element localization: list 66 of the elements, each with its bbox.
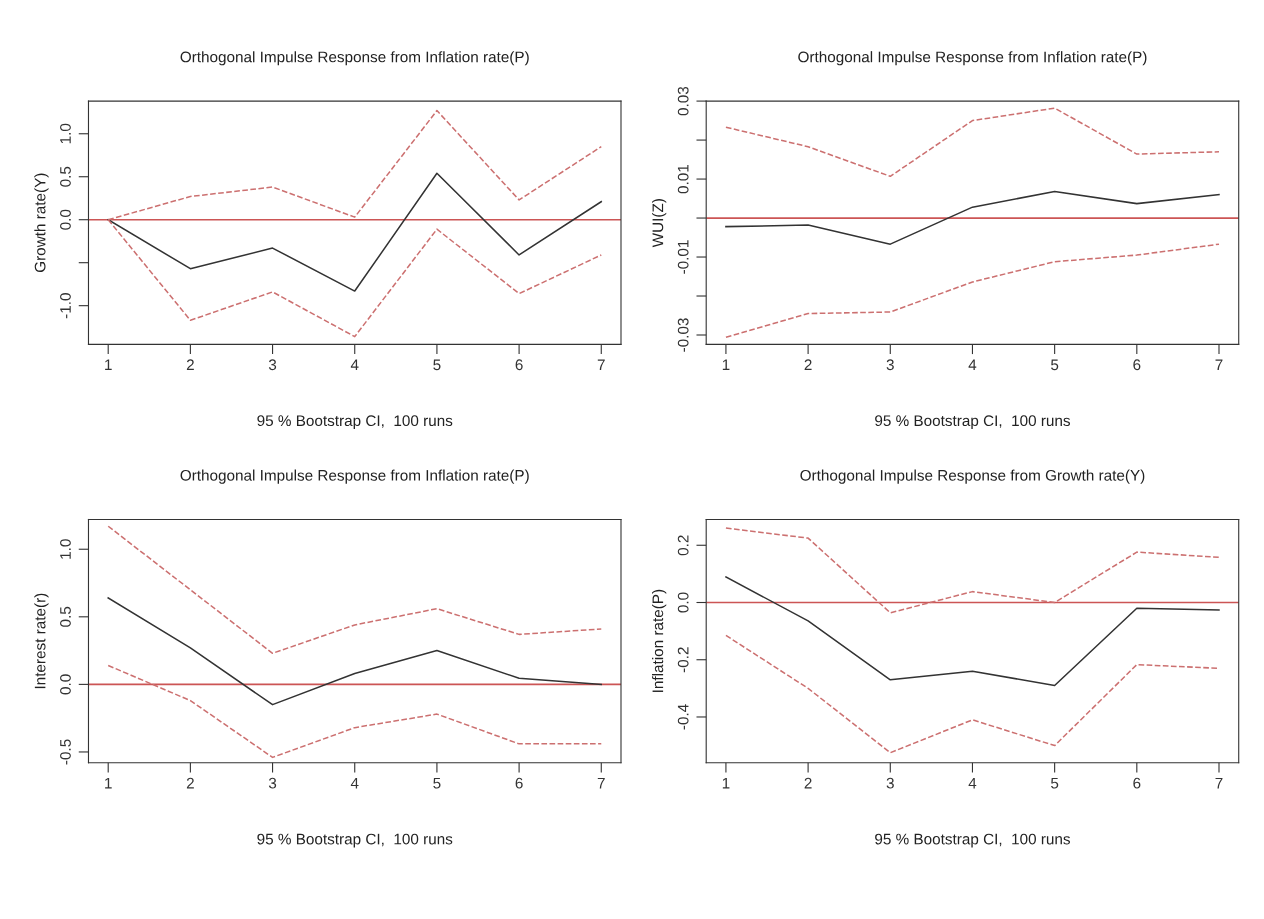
y-axis-title: WUI(Z) bbox=[652, 199, 667, 248]
line-series bbox=[107, 664, 603, 759]
y-tick-label: 0.03 bbox=[677, 86, 689, 116]
x-tick-label: 5 bbox=[1051, 777, 1059, 789]
x-tick-label: 3 bbox=[268, 777, 277, 789]
y-axis-title: Inflation rate(P) bbox=[652, 589, 667, 692]
x-tick-label: 6 bbox=[515, 777, 523, 789]
line-series bbox=[725, 576, 1220, 687]
x-axis-title: 95 % Bootstrap CI, 100 runs bbox=[257, 415, 453, 430]
y-tick-label: 0.01 bbox=[677, 164, 689, 194]
x-tick-label: 2 bbox=[804, 359, 812, 371]
x-tick-label: 2 bbox=[186, 359, 194, 371]
y-tick-label: 0.5 bbox=[60, 166, 71, 187]
x-tick-label: 6 bbox=[1133, 777, 1141, 789]
y-tick-label: 0.0 bbox=[60, 674, 71, 695]
y-tick-label: -0.01 bbox=[677, 240, 689, 274]
line-series bbox=[725, 243, 1220, 339]
x-axis-title: 95 % Bootstrap CI, 100 runs bbox=[875, 415, 1070, 430]
y-tick-label: 0.5 bbox=[60, 606, 71, 627]
x-axis-title: 95 % Bootstrap CI, 100 runs bbox=[257, 833, 453, 848]
x-tick-label: 5 bbox=[433, 777, 441, 789]
chart-title: Orthogonal Impulse Response from Inflation rate(P) bbox=[180, 51, 529, 66]
x-tick-label: 3 bbox=[886, 359, 894, 371]
y-tick-label: -1.0 bbox=[60, 293, 71, 319]
x-tick-label: 2 bbox=[186, 777, 194, 789]
line-series bbox=[725, 527, 1220, 614]
x-tick-label: 4 bbox=[968, 777, 977, 789]
x-tick-label: 4 bbox=[350, 777, 359, 789]
x-tick-label: 5 bbox=[1051, 359, 1059, 371]
x-tick-label: 6 bbox=[515, 359, 523, 371]
y-tick-label: -0.5 bbox=[60, 739, 71, 765]
x-tick-label: 1 bbox=[722, 777, 730, 789]
line-series bbox=[107, 172, 603, 292]
x-tick-label: 2 bbox=[804, 777, 812, 789]
x-tick-label: 3 bbox=[886, 777, 894, 789]
line-series bbox=[725, 190, 1220, 245]
x-tick-label: 7 bbox=[597, 777, 605, 789]
x-tick-label: 7 bbox=[1215, 359, 1223, 371]
y-tick-label: 1.0 bbox=[60, 539, 71, 559]
x-axis-title: 95 % Bootstrap CI, 100 runs bbox=[875, 833, 1070, 848]
y-axis-title: Growth rate(Y) bbox=[34, 173, 49, 273]
y-tick-label: 1.0 bbox=[60, 123, 71, 144]
x-tick-label: 7 bbox=[1215, 777, 1223, 789]
y-axis-title: Interest rate(r) bbox=[34, 593, 49, 689]
y-tick-label: 0.2 bbox=[677, 535, 689, 556]
y-tick-label: -0.4 bbox=[677, 704, 689, 730]
x-tick-label: 4 bbox=[968, 359, 977, 371]
chart-title: Orthogonal Impulse Response from Growth rate(Y) bbox=[800, 469, 1145, 484]
x-tick-label: 6 bbox=[1133, 359, 1141, 371]
x-tick-label: 1 bbox=[722, 359, 730, 371]
line-series bbox=[725, 107, 1220, 178]
x-tick-label: 5 bbox=[433, 359, 441, 371]
y-tick-label: 0.0 bbox=[677, 592, 689, 613]
y-tick-label: 0.0 bbox=[60, 209, 71, 230]
line-series bbox=[107, 597, 603, 706]
chart-title: Orthogonal Impulse Response from Inflation rate(P) bbox=[180, 469, 529, 484]
line-series bbox=[107, 525, 603, 655]
y-tick-label: -0.03 bbox=[677, 318, 689, 352]
chart-title: Orthogonal Impulse Response from Inflation rate(P) bbox=[798, 51, 1147, 66]
line-series bbox=[725, 634, 1220, 754]
x-tick-label: 3 bbox=[268, 359, 277, 371]
x-tick-label: 4 bbox=[350, 359, 359, 371]
x-tick-label: 7 bbox=[597, 359, 605, 371]
x-tick-label: 1 bbox=[105, 777, 112, 789]
y-tick-label: -0.2 bbox=[677, 647, 689, 673]
x-tick-label: 1 bbox=[105, 359, 112, 371]
